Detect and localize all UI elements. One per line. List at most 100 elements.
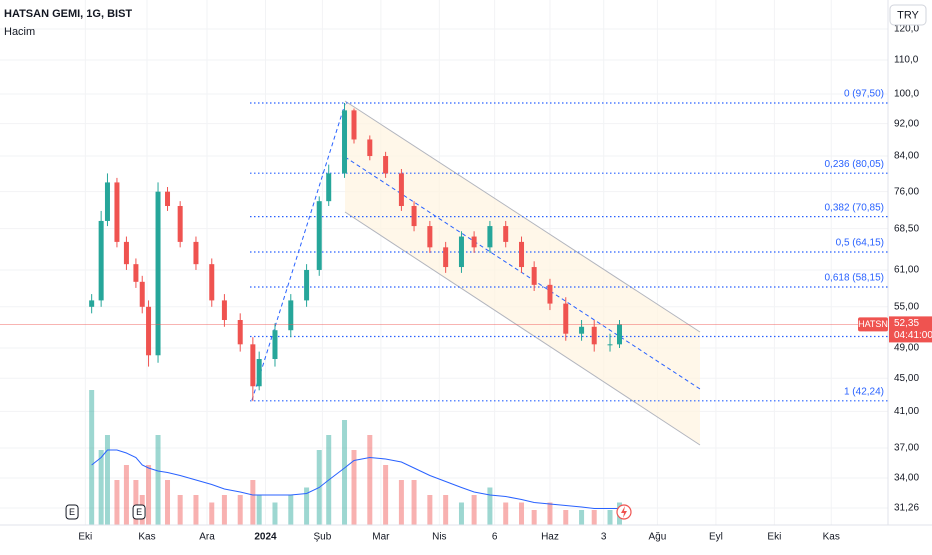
volume-bar — [342, 420, 348, 525]
volume-bar — [114, 480, 120, 525]
price-tag-box — [889, 316, 932, 343]
currency-button[interactable] — [889, 4, 927, 26]
volume-bar — [288, 495, 294, 525]
symbol-tag-box — [858, 317, 888, 332]
candle-body — [398, 173, 404, 207]
channel-bottom — [344, 211, 701, 446]
volume-bar — [427, 495, 433, 525]
volume-bar — [89, 390, 95, 525]
y-tick-label: 37,00 — [894, 443, 919, 454]
volume-bar — [133, 480, 139, 525]
candle-body — [342, 110, 348, 174]
y-tick-label: 84,00 — [894, 151, 919, 162]
x-tick-label: Kas — [138, 532, 155, 543]
candle-body — [139, 281, 145, 307]
x-tick-label: Mar — [372, 532, 390, 543]
event-marker — [132, 504, 146, 520]
candle-body — [458, 236, 464, 268]
volume-bar — [398, 480, 404, 525]
candle-body — [563, 303, 569, 334]
x-tick-label: Haz — [541, 532, 559, 543]
candles — [89, 102, 622, 402]
replay-icon[interactable] — [616, 504, 632, 520]
candle-body — [209, 264, 215, 301]
fib-label: 0,5 (64,15) — [836, 238, 884, 249]
candle-body — [146, 306, 152, 356]
last-price-label: 52,35 — [894, 318, 919, 329]
candle-body — [531, 267, 537, 285]
candle-body — [155, 191, 161, 356]
volume-bar — [104, 435, 110, 525]
volume-bar — [272, 502, 278, 525]
candle-body — [383, 156, 389, 174]
volume-bar — [607, 510, 613, 525]
candle-body — [503, 226, 509, 242]
y-tick-label: 31,26 — [894, 503, 919, 514]
candle-body — [98, 220, 104, 301]
candle-body — [114, 182, 120, 242]
y-tick-label: 68,50 — [894, 223, 919, 234]
candle-body — [547, 284, 553, 304]
x-tick-label: Ağu — [649, 532, 667, 543]
volume-bar — [351, 450, 357, 525]
candle-body — [272, 330, 278, 360]
volume-bar — [256, 495, 262, 525]
fib-label: 0 (97,50) — [844, 89, 884, 100]
volume-bar — [411, 480, 417, 525]
volume-bar — [155, 435, 161, 525]
volume-bar — [503, 502, 509, 525]
volume-bar — [458, 502, 464, 525]
y-tick-label: 34,00 — [894, 473, 919, 484]
candle-body — [316, 201, 322, 270]
y-tick-label: 49,00 — [894, 343, 919, 354]
fib-label: 1 (42,24) — [844, 386, 884, 397]
event-marker — [65, 504, 79, 520]
volume-bar — [443, 495, 449, 525]
x-tick-label: 3 — [601, 532, 607, 543]
candle-body — [237, 319, 243, 345]
fib-label: 0,236 (80,05) — [825, 159, 885, 170]
volume-ma — [91, 449, 620, 509]
candle-body — [133, 264, 139, 282]
y-tick-label: 100,0 — [894, 89, 919, 100]
x-tick-label: Eki — [78, 532, 92, 543]
volume-bar — [221, 495, 227, 525]
chart-title: HATSAN GEMI, 1G, BIST — [4, 8, 132, 20]
event-label: E — [69, 507, 75, 517]
candle-body — [411, 206, 417, 227]
candle-body — [487, 226, 493, 248]
volume-bar — [209, 502, 215, 525]
candle-body — [165, 191, 171, 207]
x-tick-label: Kas — [823, 532, 840, 543]
candle-body — [519, 241, 525, 268]
chart-subtitle: Hacim — [4, 26, 35, 38]
volume-bar — [519, 502, 525, 525]
volume-bar — [531, 510, 537, 525]
x-tick-label: 2024 — [254, 532, 277, 543]
x-tick-label: Eyl — [709, 532, 723, 543]
volume-bar — [250, 480, 256, 525]
axes: 120,0 110,0 100,0 92,00 84,00 76,00 68,50 61,00… — [78, 24, 919, 543]
y-tick-label: 45,00 — [894, 373, 919, 384]
candle-body — [607, 344, 613, 346]
candle-body — [591, 326, 597, 345]
candle-body — [250, 344, 256, 387]
candle-body — [326, 173, 332, 202]
candle-body — [104, 182, 110, 221]
fib-label: 0,382 (70,85) — [825, 202, 885, 213]
y-tick-label: 120,0 — [894, 24, 919, 35]
volume-bar — [193, 495, 199, 525]
volume-bar — [579, 510, 585, 525]
y-tick-label: 76,00 — [894, 186, 919, 197]
volume-bar — [591, 510, 597, 525]
currency-label[interactable]: TRY — [897, 9, 919, 21]
candle-body — [427, 226, 433, 248]
x-tick-label: Ara — [199, 532, 215, 543]
volume-bar — [487, 487, 493, 525]
volume-bar — [304, 487, 310, 525]
volume-bar — [123, 465, 129, 525]
candle-body — [579, 326, 585, 334]
x-tick-label: 6 — [492, 532, 498, 543]
